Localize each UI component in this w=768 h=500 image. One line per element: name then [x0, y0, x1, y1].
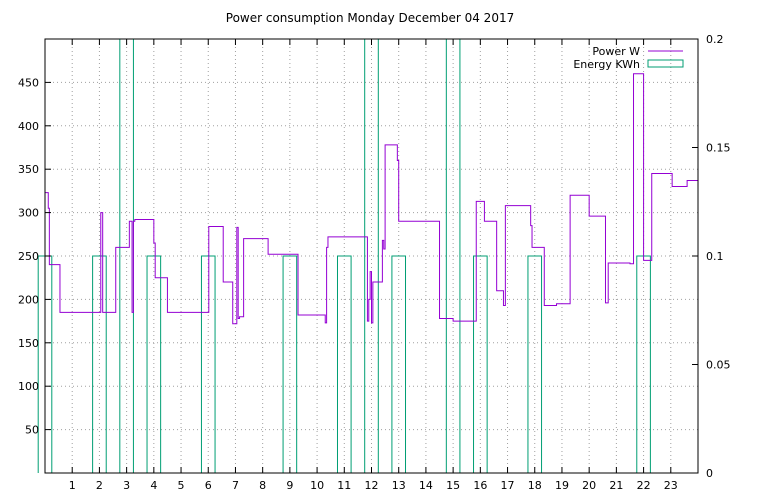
grid-layer	[45, 39, 698, 473]
tick-layer: 1 2 3 4 5 6 7 8 9 10 11 12 13 14 15 16 17 18 19 20 21 22 23501…	[18, 33, 731, 492]
x-tick-label: 9	[286, 479, 293, 492]
y-tick-label: 250	[18, 250, 39, 263]
y2-tick-label: 0.1	[706, 250, 724, 263]
x-tick-label: 14	[419, 479, 433, 492]
x-tick-label: 3	[123, 479, 130, 492]
y-tick-label: 150	[18, 337, 39, 350]
x-tick-label: 13	[392, 479, 406, 492]
x-tick-label: 2	[96, 479, 103, 492]
x-tick-label: 12	[365, 479, 379, 492]
power-series	[45, 73, 699, 325]
x-tick-label: 23	[664, 479, 678, 492]
x-tick-label: 16	[473, 479, 487, 492]
energy-box	[200, 255, 216, 473]
energy-box	[636, 255, 651, 473]
x-tick-label: 21	[609, 479, 623, 492]
y2-tick-label: 0.05	[706, 359, 731, 372]
energy-box	[336, 255, 352, 473]
x-tick-label: 6	[205, 479, 212, 492]
energy-box	[282, 255, 298, 473]
y2-tick-label: 0.15	[706, 142, 731, 155]
y-tick-label: 200	[18, 293, 39, 306]
energy-box	[146, 255, 162, 473]
x-tick-label: 11	[337, 479, 351, 492]
y-tick-label: 300	[18, 207, 39, 220]
x-tick-label: 10	[310, 479, 324, 492]
x-tick-label: 18	[528, 479, 542, 492]
power-line	[45, 73, 699, 325]
energy-box	[92, 255, 107, 473]
y2-tick-label: 0.2	[706, 33, 724, 46]
y-tick-label: 350	[18, 163, 39, 176]
chart-title: Power consumption Monday December 04 201…	[226, 11, 514, 25]
x-tick-label: 7	[232, 479, 239, 492]
energy-box	[527, 255, 543, 473]
x-tick-label: 5	[178, 479, 185, 492]
x-tick-label: 17	[501, 479, 515, 492]
energy-box	[473, 255, 488, 473]
x-tick-label: 20	[582, 479, 596, 492]
y2-tick-label: 0	[706, 467, 713, 480]
x-tick-label: 1	[69, 479, 76, 492]
legend: Power W Energy KWh	[573, 45, 684, 71]
legend-label-power: Power W	[592, 45, 640, 58]
y-tick-label: 50	[25, 424, 39, 437]
x-tick-label: 4	[150, 479, 157, 492]
energy-box	[391, 255, 407, 473]
legend-swatch-energy	[647, 59, 684, 68]
x-tick-label: 8	[259, 479, 266, 492]
y-tick-label: 450	[18, 76, 39, 89]
x-tick-label: 19	[555, 479, 569, 492]
y-tick-label: 100	[18, 380, 39, 393]
legend-label-energy: Energy KWh	[573, 58, 640, 71]
x-tick-label: 22	[637, 479, 651, 492]
y-tick-label: 400	[18, 120, 39, 133]
x-tick-label: 15	[446, 479, 460, 492]
